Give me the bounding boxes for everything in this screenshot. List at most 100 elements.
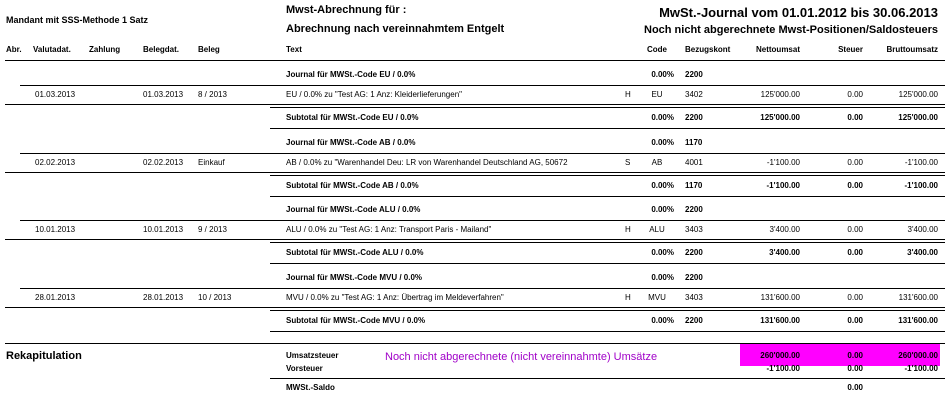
belegdat: 01.03.2013	[143, 90, 184, 99]
rekap-netto: 260'000.00	[760, 351, 800, 360]
code: EU	[651, 90, 663, 99]
side: H	[625, 90, 631, 99]
belegdat: 28.01.2013	[143, 292, 184, 302]
journal-konto: 2200	[685, 272, 703, 282]
rule	[5, 239, 945, 240]
subtotal-rate: 0.00%	[651, 248, 674, 257]
rule	[5, 104, 945, 105]
rekap-label: Vorsteuer	[286, 364, 323, 373]
beleg: Einkauf	[198, 157, 225, 167]
rekap-steuer: 0.00	[847, 383, 863, 392]
subtotal-rate: 0.00%	[651, 315, 674, 325]
subtotal-label: Subtotal für MWSt.-Code EU / 0.0%	[286, 113, 419, 122]
column-header: Valutadat.	[33, 45, 71, 54]
beleg: 8 / 2013	[198, 90, 227, 99]
journal-label: Journal für MWSt.-Code ALU / 0.0%	[286, 205, 421, 214]
journal-rate: 0.00%	[651, 205, 674, 214]
column-header: Steuer	[838, 45, 863, 54]
konto: 3402	[685, 90, 703, 99]
journal-rate: 0.00%	[651, 137, 674, 147]
rule	[5, 306, 945, 308]
subtotal-steuer: 0.00	[847, 180, 863, 190]
rekap-brutto: -1'100.00	[904, 364, 938, 373]
subtotal-brutto: 131'600.00	[898, 315, 938, 325]
rekap-steuer: 0.00	[847, 364, 863, 373]
column-header: Nettoumsat	[755, 45, 800, 54]
column-header: Text	[286, 45, 302, 54]
konto: 4001	[685, 157, 703, 167]
rule	[5, 343, 945, 344]
subtotal-label: Subtotal für MWSt.-Code AB / 0.0%	[286, 180, 419, 190]
column-header: Zahlung	[89, 45, 121, 54]
beleg: 10 / 2013	[198, 292, 232, 302]
rule	[270, 330, 945, 332]
code: MVU	[648, 292, 666, 302]
subtotal-rate: 0.00%	[651, 113, 674, 122]
journal-konto: 2200	[685, 205, 703, 214]
rule	[270, 378, 945, 379]
journal-label: Journal für MWSt.-Code EU / 0.0%	[286, 70, 416, 79]
subtotal-konto: 1170	[685, 180, 703, 190]
code: AB	[651, 157, 663, 167]
entry-text: EU / 0.0% zu "Test AG: 1 Anz: Kleiderlie…	[286, 90, 462, 99]
valutadat: 28.01.2013	[35, 292, 76, 302]
code: ALU	[649, 225, 665, 234]
brutto: -1'100.00	[904, 157, 938, 167]
rekap-steuer: 0.00	[847, 351, 863, 360]
subtotal-label: Subtotal für MWSt.-Code MVU / 0.0%	[286, 315, 426, 325]
subtotal-steuer: 0.00	[847, 113, 863, 122]
valutadat: 02.02.2013	[35, 157, 76, 167]
subtotal-brutto: 3'400.00	[907, 248, 938, 257]
rule	[20, 152, 945, 154]
brutto: 125'000.00	[898, 90, 938, 99]
entry-text: ALU / 0.0% zu "Test AG: 1 Anz: Transport…	[286, 225, 492, 234]
rekap-netto: -1'100.00	[766, 364, 800, 373]
mandant: Mandant mit SSS-Methode 1 Satz	[6, 14, 149, 25]
belegdat: 02.02.2013	[143, 157, 184, 167]
rekap-brutto: 260'000.00	[898, 351, 938, 360]
side: S	[625, 157, 631, 167]
journal-label: Journal für MWSt.-Code AB / 0.0%	[286, 137, 416, 147]
rule	[270, 263, 945, 264]
rule	[20, 220, 945, 221]
journal-label: Journal für MWSt.-Code MVU / 0.0%	[286, 272, 423, 282]
subtotal-steuer: 0.00	[847, 315, 863, 325]
column-header: Bruttoumsatz	[886, 45, 938, 54]
column-header: Abr.	[6, 45, 22, 54]
rule	[270, 128, 945, 129]
column-header: Bezugskont	[685, 45, 731, 54]
steuer: 0.00	[847, 157, 863, 167]
subtotal-brutto: -1'100.00	[904, 180, 938, 190]
subtotal-konto: 2200	[685, 248, 703, 257]
entry-text: AB / 0.0% zu "Warenhandel Deu: LR von Wa…	[286, 157, 568, 167]
konto: 3403	[685, 225, 703, 234]
journal-rate: 0.00%	[651, 272, 674, 282]
belegdat: 10.01.2013	[143, 225, 184, 234]
rule	[270, 309, 945, 311]
column-header: Beleg	[198, 45, 220, 54]
journal-subtitle: Noch nicht abgerechnete Mwst-Positionen/…	[644, 23, 938, 36]
rekap-label: Umsatzsteuer	[286, 351, 339, 360]
rule	[20, 85, 945, 86]
steuer: 0.00	[847, 90, 863, 99]
rule	[270, 242, 945, 243]
side: H	[625, 292, 631, 302]
subtotal-rate: 0.00%	[651, 180, 674, 190]
side: H	[625, 225, 631, 234]
valutadat: 10.01.2013	[35, 225, 76, 234]
subtotal-netto: 3'400.00	[769, 248, 800, 257]
column-header: Belegdat.	[143, 45, 180, 54]
column-header: Code	[647, 45, 667, 54]
rekap-note: Noch nicht abgerechnete (nicht vereinnah…	[385, 350, 658, 363]
valutadat: 01.03.2013	[35, 90, 76, 99]
rekap-title: Rekapitulation	[6, 349, 82, 362]
brutto: 131'600.00	[898, 292, 938, 302]
rule	[5, 171, 945, 173]
rule	[270, 195, 945, 197]
steuer: 0.00	[847, 225, 863, 234]
subtotal-konto: 2200	[685, 315, 703, 325]
rule	[20, 287, 945, 289]
subtotal-konto: 2200	[685, 113, 703, 122]
subtotal-label: Subtotal für MWSt.-Code ALU / 0.0%	[286, 248, 424, 257]
